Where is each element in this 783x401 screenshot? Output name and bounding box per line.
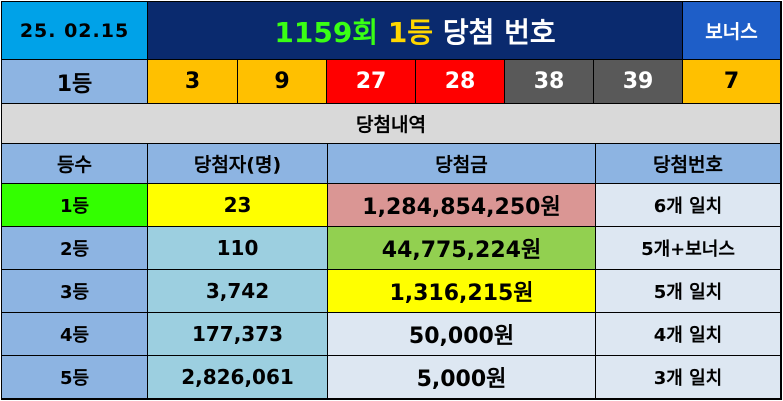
winning-number-2: 9 xyxy=(238,60,327,104)
prize-rank: 5등 xyxy=(2,356,148,399)
prize-rank: 1등 xyxy=(2,184,148,227)
draw-date: 25. 02.15 xyxy=(2,2,148,60)
winning-number-4: 28 xyxy=(416,60,505,104)
column-header-match: 당첨번호 xyxy=(596,144,781,184)
bonus-label: 보너스 xyxy=(683,2,781,60)
prize-winners: 177,373 xyxy=(148,313,328,356)
numbers-rank-label: 1등 xyxy=(2,60,148,104)
winning-number-6: 39 xyxy=(594,60,683,104)
prize-match: 5개 일치 xyxy=(596,270,781,313)
prize-winners: 3,742 xyxy=(148,270,328,313)
prize-winners: 2,826,061 xyxy=(148,356,328,399)
winning-number-3: 27 xyxy=(327,60,416,104)
prize-amount: 5,000원 xyxy=(328,356,596,399)
result-title: 1159회 1등 당첨 번호 xyxy=(148,2,683,60)
prize-match: 6개 일치 xyxy=(596,184,781,227)
prize-amount: 1,316,215원 xyxy=(328,270,596,313)
winning-number-1: 3 xyxy=(148,60,238,104)
prize-amount: 50,000원 xyxy=(328,313,596,356)
column-header-amount: 당첨금 xyxy=(328,144,596,184)
prize-section-title: 당첨내역 xyxy=(2,104,781,144)
prize-amount: 44,775,224원 xyxy=(328,227,596,270)
prize-rank: 2등 xyxy=(2,227,148,270)
prize-winners: 23 xyxy=(148,184,328,227)
winning-number-5: 38 xyxy=(505,60,594,104)
prize-rank: 4등 xyxy=(2,313,148,356)
title-round: 1159회 xyxy=(274,15,379,49)
prize-winners: 110 xyxy=(148,227,328,270)
prize-match: 4개 일치 xyxy=(596,313,781,356)
prize-rank: 3등 xyxy=(2,270,148,313)
title-rest: 당첨 번호 xyxy=(442,15,556,49)
prize-amount: 1,284,854,250원 xyxy=(328,184,596,227)
bonus-number: 7 xyxy=(683,60,781,104)
column-header-winners: 당첨자(명) xyxy=(148,144,328,184)
prize-table: 등수 당첨자(명) 당첨금 당첨번호 1등 23 1,284,854,250원 … xyxy=(2,144,781,399)
prize-match: 3개 일치 xyxy=(596,356,781,399)
prize-match: 5개+보너스 xyxy=(596,227,781,270)
title-rank: 1등 xyxy=(387,15,434,49)
column-header-rank: 등수 xyxy=(2,144,148,184)
